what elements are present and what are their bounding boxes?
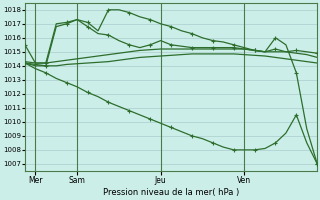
X-axis label: Pression niveau de la mer( hPa ): Pression niveau de la mer( hPa ) (103, 188, 239, 197)
